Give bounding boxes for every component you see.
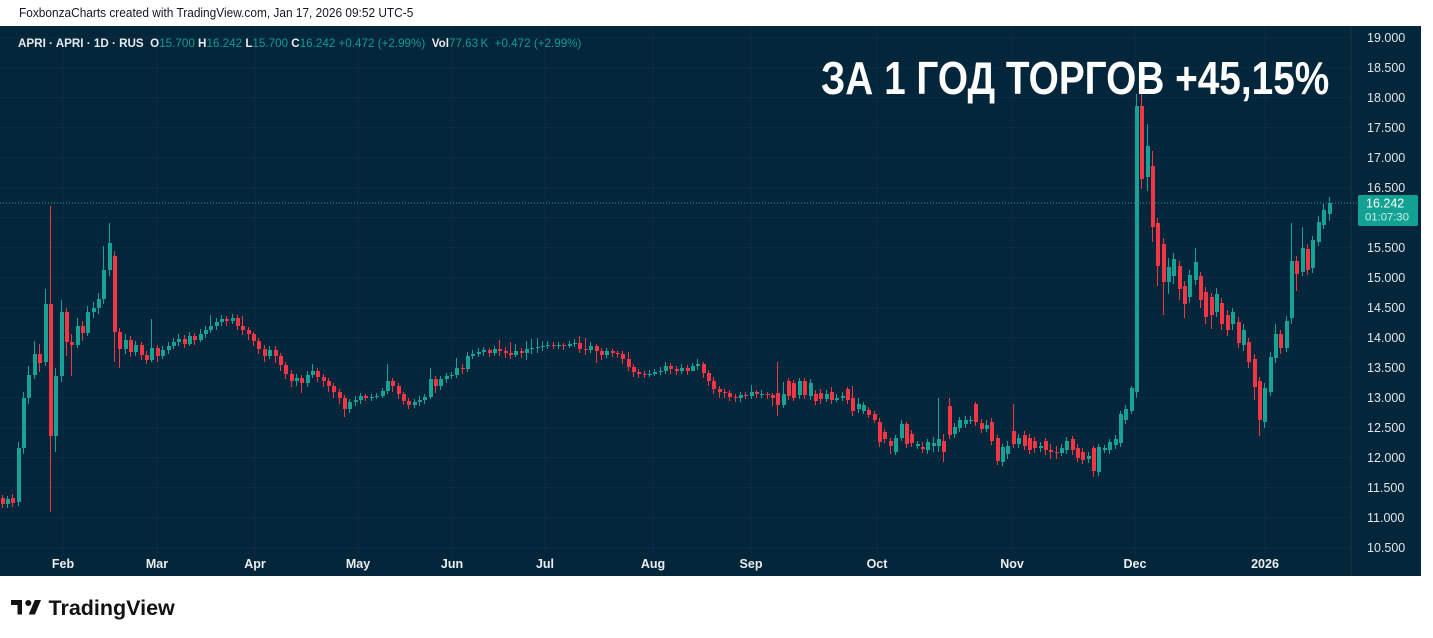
svg-text:2026: 2026 [1251, 557, 1279, 571]
svg-text:16.242: 16.242 [1366, 197, 1404, 211]
svg-text:13.500: 13.500 [1367, 361, 1405, 375]
svg-text:Jun: Jun [441, 557, 463, 571]
svg-text:15.000: 15.000 [1367, 271, 1405, 285]
svg-text:Dec: Dec [1124, 557, 1147, 571]
svg-text:12.000: 12.000 [1367, 451, 1405, 465]
svg-text:14.500: 14.500 [1367, 301, 1405, 315]
svg-text:Sep: Sep [740, 557, 763, 571]
svg-text:Nov: Nov [1000, 557, 1024, 571]
svg-text:17.500: 17.500 [1367, 121, 1405, 135]
svg-text:18.000: 18.000 [1367, 91, 1405, 105]
svg-text:16.500: 16.500 [1367, 181, 1405, 195]
svg-text:14.000: 14.000 [1367, 331, 1405, 345]
svg-text:Feb: Feb [52, 557, 75, 571]
svg-text:Jul: Jul [536, 557, 554, 571]
svg-text:18.500: 18.500 [1367, 61, 1405, 75]
svg-text:TradingView: TradingView [49, 597, 176, 620]
svg-text:15.500: 15.500 [1367, 241, 1405, 255]
svg-text:19.000: 19.000 [1367, 31, 1405, 45]
svg-text:10.500: 10.500 [1367, 541, 1405, 555]
svg-text:12.500: 12.500 [1367, 421, 1405, 435]
svg-text:11.000: 11.000 [1367, 511, 1404, 525]
svg-text:11.500: 11.500 [1367, 481, 1404, 495]
svg-text:Mar: Mar [146, 557, 168, 571]
svg-text:17.000: 17.000 [1367, 151, 1405, 165]
svg-text:May: May [346, 557, 370, 571]
svg-text:Oct: Oct [867, 557, 889, 571]
svg-text:Apr: Apr [244, 557, 266, 571]
svg-text:01:07:30: 01:07:30 [1365, 212, 1409, 224]
svg-text:Aug: Aug [641, 557, 665, 571]
svg-text:13.000: 13.000 [1367, 391, 1405, 405]
